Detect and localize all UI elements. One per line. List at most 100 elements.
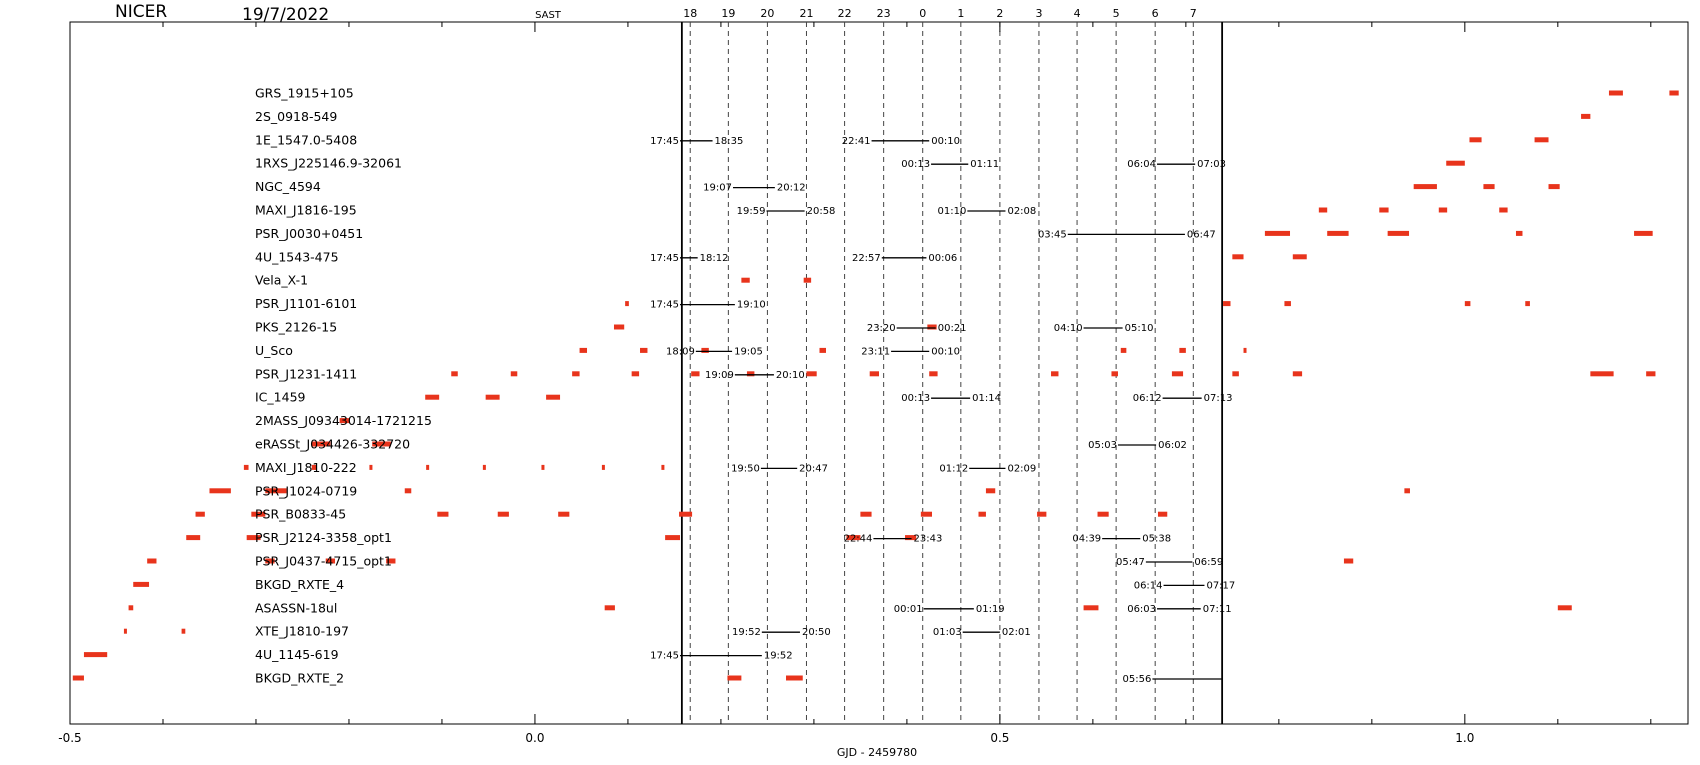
visibility-bar bbox=[985, 488, 996, 494]
visibility-bar bbox=[1157, 511, 1168, 517]
visibility-bar bbox=[485, 394, 500, 400]
source-label: PSR_B0833-45 bbox=[255, 507, 346, 522]
window-end-time: 05:10 bbox=[1125, 323, 1154, 334]
visibility-bar bbox=[1548, 184, 1560, 190]
visibility-bar bbox=[386, 558, 396, 564]
visibility-bar bbox=[1525, 301, 1530, 307]
hour-label: 1 bbox=[957, 7, 964, 20]
hour-label: 21 bbox=[799, 7, 813, 20]
window-start-time: 22:44 bbox=[844, 534, 873, 545]
window-end-time: 00:06 bbox=[928, 253, 957, 264]
source-label: BKGD_RXTE_2 bbox=[255, 671, 344, 686]
window-start-time: 00:13 bbox=[901, 159, 930, 170]
visibility-bar bbox=[147, 558, 157, 564]
hour-label: 3 bbox=[1035, 7, 1042, 20]
window-start-time: 19:50 bbox=[731, 463, 760, 474]
window-start-time: 19:07 bbox=[703, 183, 732, 194]
visibility-bar bbox=[425, 394, 440, 400]
visibility-bar bbox=[1232, 254, 1244, 260]
visibility-bar bbox=[786, 675, 803, 681]
visibility-bar bbox=[311, 464, 317, 470]
visibility-bar bbox=[679, 511, 693, 517]
visibility-bar bbox=[1608, 90, 1623, 96]
visibility-bar bbox=[243, 464, 249, 470]
source-label: PSR_J0437-4715_opt1 bbox=[255, 554, 392, 569]
visibility-bar bbox=[978, 511, 986, 517]
visibility-bar bbox=[661, 464, 665, 470]
visibility-bar bbox=[1404, 488, 1410, 494]
visibility-bar bbox=[1669, 90, 1679, 96]
visibility-bar bbox=[927, 324, 937, 330]
visibility-bar bbox=[1037, 511, 1047, 517]
window-end-time: 19:10 bbox=[737, 300, 766, 311]
visibility-bar bbox=[701, 347, 709, 353]
window-start-time: 06:14 bbox=[1134, 580, 1163, 591]
hour-label: 4 bbox=[1074, 7, 1081, 20]
window-start-time: 01:10 bbox=[938, 206, 967, 217]
window-end-time: 18:35 bbox=[715, 136, 744, 147]
source-label: 2S_0918-549 bbox=[255, 109, 337, 124]
source-label: IC_1459 bbox=[255, 390, 306, 405]
window-start-time: 19:52 bbox=[732, 627, 761, 638]
source-label: U_Sco bbox=[255, 343, 293, 358]
date-title: 19/7/2022 bbox=[242, 5, 329, 25]
source-label: BKGD_RXTE_4 bbox=[255, 577, 344, 592]
visibility-bar bbox=[1318, 207, 1328, 213]
visibility-bar bbox=[613, 324, 625, 330]
visibility-bar bbox=[1284, 301, 1291, 307]
visibility-bar bbox=[311, 441, 331, 447]
visibility-bar bbox=[1581, 113, 1591, 119]
visibility-bar bbox=[195, 511, 205, 517]
visibility-bar bbox=[128, 605, 134, 611]
window-end-time: 20:47 bbox=[799, 463, 828, 474]
window-end-time: 06:59 bbox=[1194, 557, 1223, 568]
visibility-bar bbox=[1469, 137, 1482, 143]
visibility-bar bbox=[1379, 207, 1389, 213]
source-label: 4U_1543-475 bbox=[255, 249, 339, 264]
visibility-bar bbox=[1179, 347, 1186, 353]
source-label: PSR_J1101-6101 bbox=[255, 296, 357, 311]
source-label: PSR_J1231-1411 bbox=[255, 366, 357, 381]
visibility-bar bbox=[246, 535, 261, 541]
window-start-time: 05:03 bbox=[1088, 440, 1117, 451]
source-label: eRASSt_J034426-332720 bbox=[255, 437, 410, 452]
visibility-bar bbox=[482, 464, 486, 470]
visibility-bar bbox=[665, 535, 681, 541]
window-end-time: 06:02 bbox=[1158, 440, 1187, 451]
window-end-time: 00:10 bbox=[931, 136, 960, 147]
window-start-time: 19:09 bbox=[705, 370, 734, 381]
visibility-bar bbox=[691, 371, 700, 377]
source-label: 4U_1145-619 bbox=[255, 647, 339, 662]
window-start-time: 06:12 bbox=[1133, 393, 1162, 404]
window-end-time: 07:13 bbox=[1204, 393, 1233, 404]
window-start-time: 23:11 bbox=[861, 346, 890, 357]
visibility-bar bbox=[1171, 371, 1184, 377]
source-label: Vela_X-1 bbox=[255, 273, 308, 288]
window-end-time: 00:21 bbox=[938, 323, 967, 334]
hour-label: 7 bbox=[1190, 7, 1197, 20]
window-start-time: 19:59 bbox=[737, 206, 766, 217]
window-start-time: 05:56 bbox=[1123, 674, 1152, 685]
source-label: XTE_J1810-197 bbox=[255, 624, 349, 639]
visibility-bar bbox=[133, 581, 150, 587]
window-end-time: 07:17 bbox=[1206, 580, 1235, 591]
visibility-bar bbox=[339, 418, 349, 424]
visibility-bar bbox=[558, 511, 570, 517]
visibility-bar bbox=[325, 558, 336, 564]
visibility-bar bbox=[1590, 371, 1614, 377]
window-start-time: 00:13 bbox=[901, 393, 930, 404]
visibility-bar bbox=[181, 628, 186, 634]
visibility-bar bbox=[1097, 511, 1109, 517]
window-end-time: 19:52 bbox=[764, 651, 793, 662]
visibility-bar bbox=[860, 511, 872, 517]
visibility-bar bbox=[123, 628, 127, 634]
x-tick-label: 0.5 bbox=[990, 731, 1009, 745]
window-start-time: 01:03 bbox=[933, 627, 962, 638]
x-tick-label: 0.0 bbox=[525, 731, 544, 745]
visibility-bar bbox=[905, 535, 917, 541]
visibility-bar bbox=[1243, 347, 1247, 353]
visibility-bar bbox=[803, 277, 812, 283]
visibility-bar bbox=[1499, 207, 1508, 213]
x-axis: -0.5 0.0 0.5 1.0 bbox=[58, 22, 1652, 745]
window-start-time: 18:09 bbox=[666, 346, 695, 357]
